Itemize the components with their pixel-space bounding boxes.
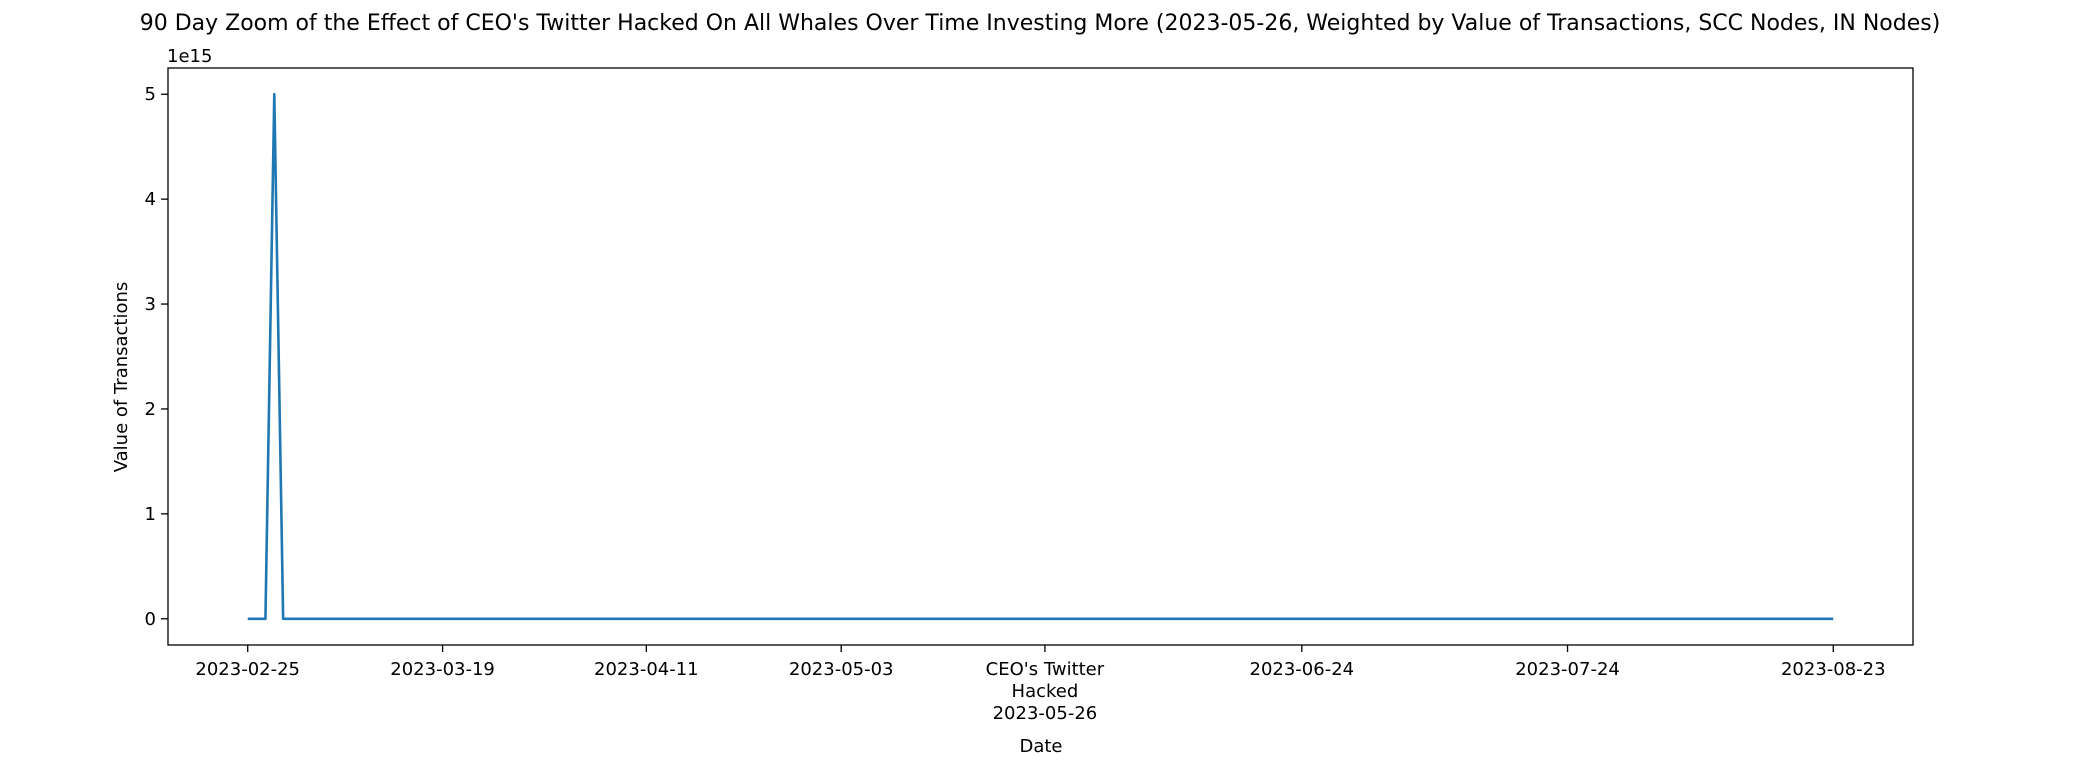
x-tick-label: CEO's Twitter Hacked 2023-05-26 xyxy=(986,659,1105,724)
x-tick-label: 2023-03-19 xyxy=(390,659,495,680)
plot-frame xyxy=(167,67,1914,646)
y-offset-text: 1e15 xyxy=(167,46,212,67)
x-axis-label: Date xyxy=(1019,736,1062,757)
y-tick-label: 1 xyxy=(145,504,156,525)
x-tick-label: 2023-07-24 xyxy=(1515,659,1620,680)
y-tick-label: 3 xyxy=(145,294,156,315)
y-axis-label: Value of Transactions xyxy=(111,282,132,473)
y-tick-label: 5 xyxy=(145,84,156,105)
chart-title: 90 Day Zoom of the Effect of CEO's Twitt… xyxy=(140,11,1941,36)
y-tick-label: 0 xyxy=(145,609,156,630)
plot-area: 0 1 2 3 4 5 2023-02-25 2023-03-19 2023-04-11 2023… xyxy=(145,67,1914,724)
y-tick-label: 2 xyxy=(145,399,156,420)
x-tick-label: 2023-04-11 xyxy=(594,659,699,680)
x-tick-label: 2023-05-03 xyxy=(789,659,894,680)
x-tick-label: 2023-08-23 xyxy=(1781,659,1886,680)
x-tick-label: 2023-02-25 xyxy=(195,659,300,680)
series-line xyxy=(247,92,1834,621)
y-tick-label: 4 xyxy=(145,189,156,210)
x-tick-label: 2023-06-24 xyxy=(1250,659,1355,680)
